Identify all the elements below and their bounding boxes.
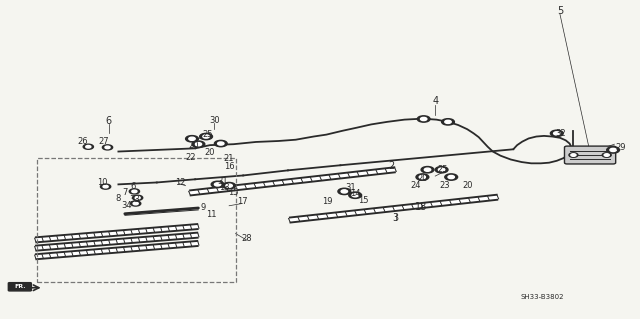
Circle shape <box>100 184 111 189</box>
Circle shape <box>195 143 202 146</box>
Circle shape <box>554 132 560 135</box>
Text: 22: 22 <box>186 153 196 162</box>
Text: FR.: FR. <box>14 284 26 289</box>
Circle shape <box>133 202 138 205</box>
Circle shape <box>442 119 454 125</box>
Text: 5: 5 <box>557 6 563 16</box>
Circle shape <box>105 146 110 149</box>
Text: 10: 10 <box>97 178 108 187</box>
Text: 15: 15 <box>358 196 369 205</box>
Circle shape <box>610 148 616 152</box>
Text: 20: 20 <box>205 148 215 157</box>
Text: 25: 25 <box>438 165 448 174</box>
Circle shape <box>341 190 348 193</box>
Circle shape <box>103 185 108 188</box>
Text: 6: 6 <box>106 116 112 126</box>
Text: 24: 24 <box>411 181 421 190</box>
Text: 18: 18 <box>415 202 428 212</box>
Circle shape <box>424 168 431 171</box>
Text: 31: 31 <box>346 183 356 192</box>
Circle shape <box>132 190 137 193</box>
Text: 7: 7 <box>122 188 127 197</box>
Text: 12: 12 <box>175 178 186 187</box>
Circle shape <box>200 133 212 140</box>
Circle shape <box>135 197 140 199</box>
Text: 34: 34 <box>122 201 132 210</box>
Circle shape <box>132 195 143 200</box>
Circle shape <box>226 184 232 187</box>
Circle shape <box>416 174 429 180</box>
Text: 2: 2 <box>388 161 395 171</box>
Circle shape <box>129 189 140 194</box>
Text: 20: 20 <box>188 141 198 150</box>
Circle shape <box>349 192 362 198</box>
Text: 30: 30 <box>209 116 220 125</box>
Text: 28: 28 <box>241 234 252 243</box>
Text: 15: 15 <box>228 189 239 197</box>
Circle shape <box>417 116 430 122</box>
Circle shape <box>214 183 221 186</box>
Text: 21: 21 <box>224 154 234 163</box>
Text: 25: 25 <box>203 130 213 139</box>
Text: 33: 33 <box>129 195 140 204</box>
Text: 20: 20 <box>417 174 428 183</box>
Circle shape <box>435 167 448 173</box>
Text: 8: 8 <box>116 194 121 203</box>
Text: 14: 14 <box>350 189 360 198</box>
Circle shape <box>569 153 578 157</box>
Text: 26: 26 <box>78 137 88 146</box>
Circle shape <box>83 144 93 149</box>
Circle shape <box>192 141 205 147</box>
Bar <box>37 158 236 282</box>
Circle shape <box>102 145 113 150</box>
Circle shape <box>189 137 195 140</box>
Circle shape <box>604 154 609 156</box>
Circle shape <box>214 140 227 147</box>
Circle shape <box>211 181 224 188</box>
Text: 23: 23 <box>440 181 450 190</box>
Text: 17: 17 <box>237 197 247 206</box>
Circle shape <box>445 120 451 123</box>
Circle shape <box>571 154 576 156</box>
Text: 4: 4 <box>432 96 438 107</box>
Text: 9: 9 <box>201 204 206 212</box>
Circle shape <box>421 167 434 173</box>
Circle shape <box>186 136 198 142</box>
Text: 13: 13 <box>219 183 229 192</box>
Circle shape <box>445 174 458 180</box>
Circle shape <box>602 153 611 157</box>
Text: SH33-B3802: SH33-B3802 <box>521 294 564 300</box>
Circle shape <box>218 142 224 145</box>
Text: 32: 32 <box>556 129 566 138</box>
Circle shape <box>131 201 141 206</box>
Text: 3: 3 <box>392 212 399 223</box>
Circle shape <box>352 194 358 197</box>
FancyBboxPatch shape <box>564 146 616 164</box>
FancyBboxPatch shape <box>8 283 31 291</box>
Circle shape <box>550 130 563 137</box>
Circle shape <box>448 175 454 179</box>
Text: 31: 31 <box>218 177 228 186</box>
Text: 16: 16 <box>224 162 234 171</box>
Text: 29: 29 <box>616 143 626 152</box>
Text: 20: 20 <box>462 181 472 190</box>
Circle shape <box>607 147 620 153</box>
Text: 27: 27 <box>99 137 109 146</box>
Circle shape <box>223 182 236 189</box>
Circle shape <box>86 145 91 148</box>
Circle shape <box>438 168 445 171</box>
Text: 19: 19 <box>323 197 333 206</box>
Circle shape <box>419 175 426 179</box>
Text: 6: 6 <box>131 182 136 191</box>
Circle shape <box>338 188 351 195</box>
Circle shape <box>203 135 209 138</box>
Text: 11: 11 <box>206 210 216 219</box>
Circle shape <box>420 117 427 121</box>
